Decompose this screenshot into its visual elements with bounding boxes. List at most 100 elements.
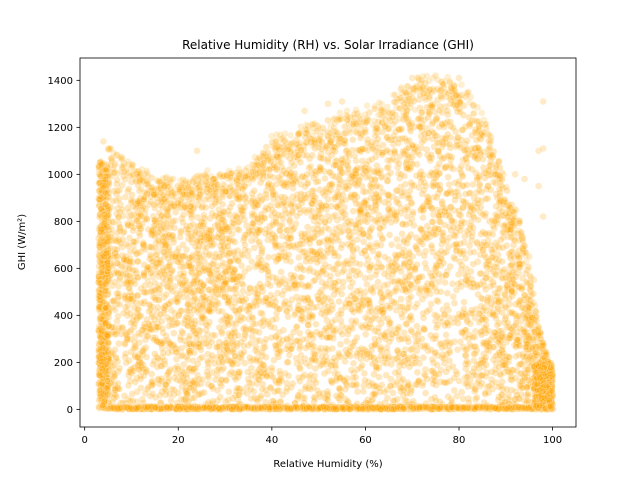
data-point [458, 126, 466, 134]
data-point [343, 257, 351, 265]
data-point [392, 325, 401, 333]
data-point [359, 188, 367, 196]
data-point [113, 317, 121, 325]
data-point [272, 342, 280, 350]
data-point [458, 261, 466, 269]
data-point [492, 163, 500, 171]
data-point [344, 227, 353, 235]
data-point [214, 275, 222, 283]
data-point [352, 221, 360, 229]
data-point [135, 199, 143, 207]
data-point [107, 225, 116, 233]
data-point [161, 270, 169, 279]
data-point [277, 374, 285, 382]
data-point [378, 347, 386, 355]
data-point [353, 164, 361, 172]
data-point [279, 143, 287, 152]
data-point [336, 340, 345, 348]
data-point [361, 274, 369, 282]
data-point [346, 402, 354, 410]
data-point [268, 211, 276, 220]
data-point [390, 355, 398, 363]
data-point [154, 260, 162, 268]
data-point [402, 220, 410, 229]
data-point [244, 289, 253, 297]
data-point [344, 169, 352, 177]
data-point [504, 285, 512, 293]
data-point [205, 226, 213, 234]
data-point [149, 303, 157, 311]
data-point [151, 278, 159, 287]
data-point [365, 233, 374, 241]
data-point [450, 338, 459, 346]
data-point [482, 274, 490, 282]
data-point [341, 377, 349, 385]
data-point [341, 122, 349, 131]
data-point [371, 197, 380, 205]
data-point [202, 320, 210, 329]
data-point [514, 283, 523, 292]
data-point [195, 301, 204, 309]
data-point [532, 313, 540, 321]
data-point [435, 106, 444, 115]
data-point [371, 217, 379, 225]
data-point [149, 225, 157, 234]
data-point [504, 353, 513, 361]
data-point [415, 274, 423, 282]
data-point [223, 284, 232, 293]
data-point [207, 382, 216, 390]
data-point [461, 346, 470, 354]
data-point [160, 304, 168, 312]
data-point [314, 207, 323, 215]
data-point [398, 230, 406, 238]
data-point [282, 209, 291, 217]
data-point [241, 246, 249, 254]
data-point [475, 173, 483, 182]
data-point [351, 373, 360, 382]
data-point [378, 151, 386, 159]
data-point [533, 362, 542, 370]
data-point [357, 355, 365, 363]
data-point [225, 329, 233, 338]
data-point [498, 378, 506, 386]
data-point [371, 391, 379, 399]
data-point [286, 304, 294, 312]
data-point [406, 280, 414, 288]
data-point [341, 210, 349, 218]
data-point [143, 332, 152, 341]
data-point [350, 170, 358, 179]
data-point [398, 125, 406, 133]
data-point [418, 174, 427, 183]
data-point [365, 165, 373, 173]
data-point [440, 83, 448, 91]
data-point [124, 301, 132, 310]
data-point [501, 291, 509, 299]
data-point [103, 206, 112, 214]
data-point [368, 155, 376, 164]
data-point [283, 335, 291, 344]
data-point [329, 265, 338, 273]
data-point [264, 301, 272, 309]
data-point [494, 350, 502, 359]
data-point [272, 379, 281, 387]
data-point [456, 143, 465, 152]
data-point [343, 337, 351, 345]
data-point [416, 123, 425, 131]
data-point [422, 182, 430, 190]
data-point [427, 241, 436, 250]
data-point [352, 170, 360, 179]
data-point [162, 332, 170, 340]
data-point [185, 195, 193, 204]
data-point [275, 377, 283, 385]
data-point [160, 248, 168, 256]
data-point [227, 170, 235, 179]
data-point [214, 386, 222, 395]
data-point [229, 319, 237, 328]
data-point [384, 205, 392, 213]
data-point [214, 307, 223, 315]
data-point [289, 379, 297, 388]
data-point [529, 313, 538, 321]
data-point [296, 388, 305, 396]
data-point [239, 211, 247, 219]
data-point [318, 332, 326, 341]
